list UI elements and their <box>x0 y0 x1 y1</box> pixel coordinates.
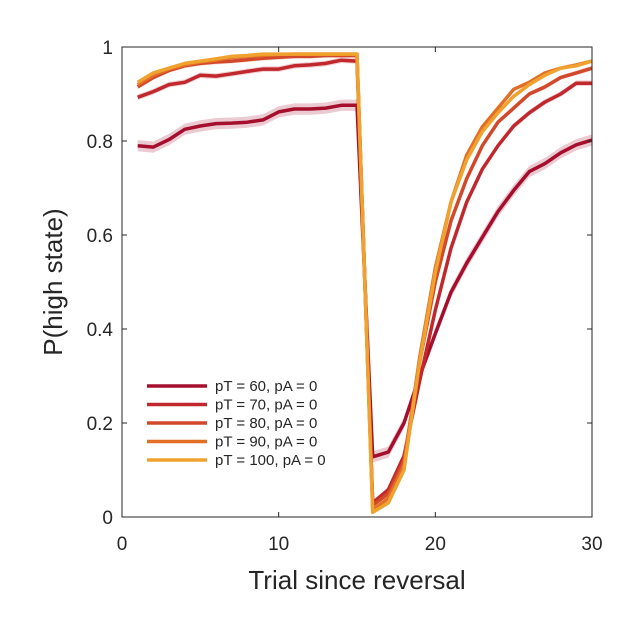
series-lines <box>136 52 593 515</box>
x-axis-ticks: 0 10 20 30 <box>117 47 603 555</box>
y-axis-label: P(high state) <box>38 208 68 355</box>
x-tick-label: 20 <box>425 534 446 555</box>
x-tick-label: 10 <box>268 534 289 555</box>
legend-label-0: pT = 60, pA = 0 <box>215 378 317 395</box>
y-tick-label: 0.2 <box>87 414 113 435</box>
legend: pT = 60, pA = 0 pT = 70, pA = 0pT = 80, p… <box>147 378 326 469</box>
y-tick-label: 0.4 <box>87 320 114 341</box>
x-tick-label: 30 <box>581 534 602 555</box>
plot-frame <box>121 46 593 518</box>
y-tick-label: 0.6 <box>87 226 113 247</box>
y-tick-label: 0 <box>102 508 113 529</box>
y-tick-label: 0.8 <box>87 132 113 153</box>
series-line-4 <box>136 52 593 515</box>
legend-label-4: pT = 100, pA = 0 <box>215 452 326 469</box>
legend-label-1: pT = 70, pA = 0 <box>215 397 317 414</box>
legend-label-2: pT = 80, pA = 0 <box>215 415 317 432</box>
x-axis-label: Trial since reversal <box>248 565 465 595</box>
legend-label-3: pT = 90, pA = 0 <box>215 434 317 451</box>
y-tick-label: 1 <box>102 38 113 59</box>
y-axis-ticks: 0 0.2 0.4 0.6 0.8 1 <box>87 38 592 529</box>
x-tick-label: 0 <box>117 534 128 555</box>
